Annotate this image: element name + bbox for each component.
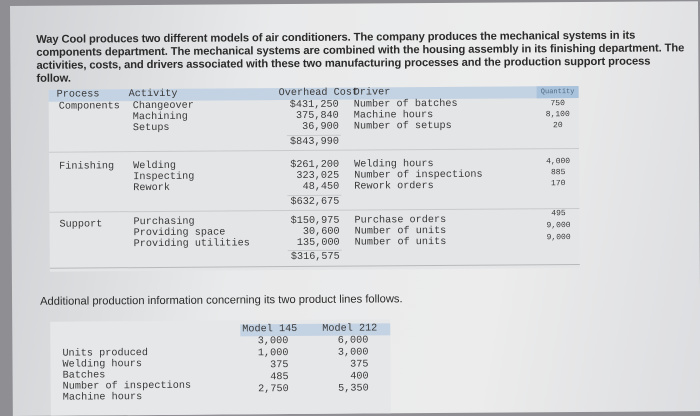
- subtotal-value: $843,990: [289, 136, 339, 149]
- activity-cost-table: Process Activity Overhead Cost Driver Qu…: [48, 86, 580, 272]
- quantity-value: 495: [551, 209, 566, 219]
- driver-label: Number of units: [354, 236, 447, 249]
- subtotal-value: $316,575: [290, 251, 340, 264]
- quantity-value: 4,000: [546, 157, 571, 167]
- model-212-value: 5,350: [338, 383, 369, 395]
- production-info-table: Model 145 Model 212 Units produced 3,000…: [50, 319, 391, 416]
- header-overhead-cost: Overhead Cost: [278, 87, 359, 100]
- model-145-value: 1,000: [257, 348, 289, 360]
- model-145-value: 375: [270, 360, 289, 372]
- header-quantity: Quantity: [536, 86, 579, 99]
- header-process: Process: [56, 89, 100, 101]
- group-divider: [49, 148, 580, 153]
- row-label: Machine hours: [62, 392, 143, 404]
- activity-label: Machining: [132, 111, 188, 124]
- model-145-value: 485: [270, 372, 289, 384]
- cost-value: 48,450: [302, 181, 340, 193]
- subtotal-value: $632,675: [290, 196, 340, 209]
- header-model-212: Model 212: [322, 323, 378, 335]
- header-driver: Driver: [353, 87, 391, 99]
- cost-value: 135,000: [296, 237, 340, 250]
- quantity-value: 170: [551, 179, 566, 189]
- model-212-value: 6,000: [337, 335, 369, 347]
- quantity-value: 9,000: [546, 221, 571, 231]
- section-heading: Additional production information concer…: [40, 293, 403, 308]
- intro-paragraph: Way Cool produces two different models o…: [36, 29, 685, 85]
- row-label: Batches: [62, 370, 106, 382]
- process-label: Components: [58, 101, 120, 113]
- activity-label: Welding: [133, 160, 176, 173]
- model-145-value: 3,000: [257, 336, 289, 348]
- model-145-value: 2,750: [258, 384, 289, 396]
- table-bottom-rule: [49, 264, 580, 269]
- driver-label: Rework orders: [354, 181, 434, 193]
- driver-label: Number of setups: [353, 120, 452, 133]
- model-212-value: 375: [350, 359, 369, 371]
- header-model-145: Model 145: [242, 324, 298, 336]
- activity-label: Setups: [132, 122, 170, 135]
- cost-value: 36,900: [302, 121, 339, 133]
- activity-label: Rework: [133, 182, 171, 195]
- quantity-value: 20: [553, 121, 563, 131]
- row-label: Welding hours: [62, 359, 143, 371]
- activity-label: Inspecting: [133, 171, 195, 184]
- activity-label: Providing utilities: [133, 238, 250, 251]
- model-212-value: 3,000: [337, 347, 369, 359]
- quantity-value: 885: [550, 168, 566, 178]
- model-212-value: 400: [350, 371, 369, 383]
- quantity-value: 9,000: [546, 233, 571, 243]
- header-activity: Activity: [128, 88, 178, 101]
- process-label: Finishing: [59, 161, 115, 173]
- quantity-value: 8,100: [545, 110, 570, 120]
- process-label: Support: [59, 219, 103, 231]
- group-divider: [49, 208, 580, 213]
- quantity-value: 750: [550, 99, 565, 109]
- document-page: Way Cool produces two different models o…: [10, 1, 700, 416]
